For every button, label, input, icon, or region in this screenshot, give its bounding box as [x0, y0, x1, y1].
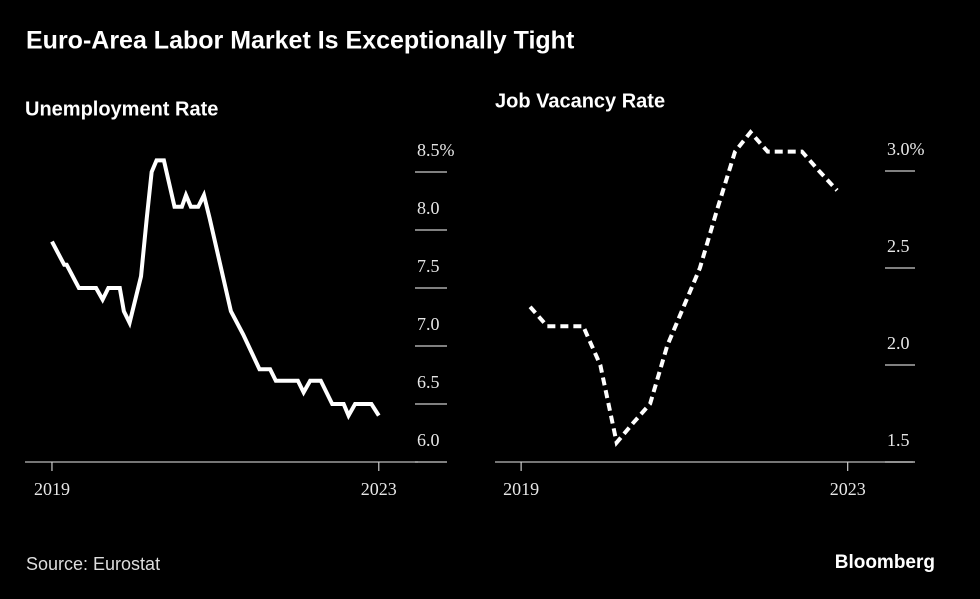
chart-subtitle: Unemployment Rate — [25, 98, 218, 120]
page-title: Euro-Area Labor Market Is Exceptionally … — [26, 27, 575, 55]
y-tick-label: 3.0% — [887, 139, 925, 159]
y-tick-label: 1.5 — [887, 430, 910, 450]
y-tick-label: 8.0 — [417, 198, 440, 218]
y-tick-label: 6.0 — [417, 430, 440, 450]
x-tick-label: 2023 — [830, 479, 866, 499]
chart-subtitle: Job Vacancy Rate — [495, 90, 665, 112]
x-tick-label: 2019 — [503, 479, 539, 499]
y-tick-label: 8.5% — [417, 140, 455, 160]
data-line — [50, 158, 381, 421]
source: Source: Eurostat — [26, 554, 160, 574]
y-tick-label: 7.0 — [417, 314, 440, 334]
brand: Bloomberg — [835, 552, 935, 573]
y-tick-label: 6.5 — [417, 372, 440, 392]
y-tick-label: 2.0 — [887, 333, 910, 353]
y-tick-label: 2.5 — [887, 236, 910, 256]
x-tick-label: 2019 — [34, 479, 70, 499]
y-tick-label: 7.5 — [417, 256, 440, 276]
data-line — [528, 129, 839, 448]
x-tick-label: 2023 — [361, 479, 397, 499]
